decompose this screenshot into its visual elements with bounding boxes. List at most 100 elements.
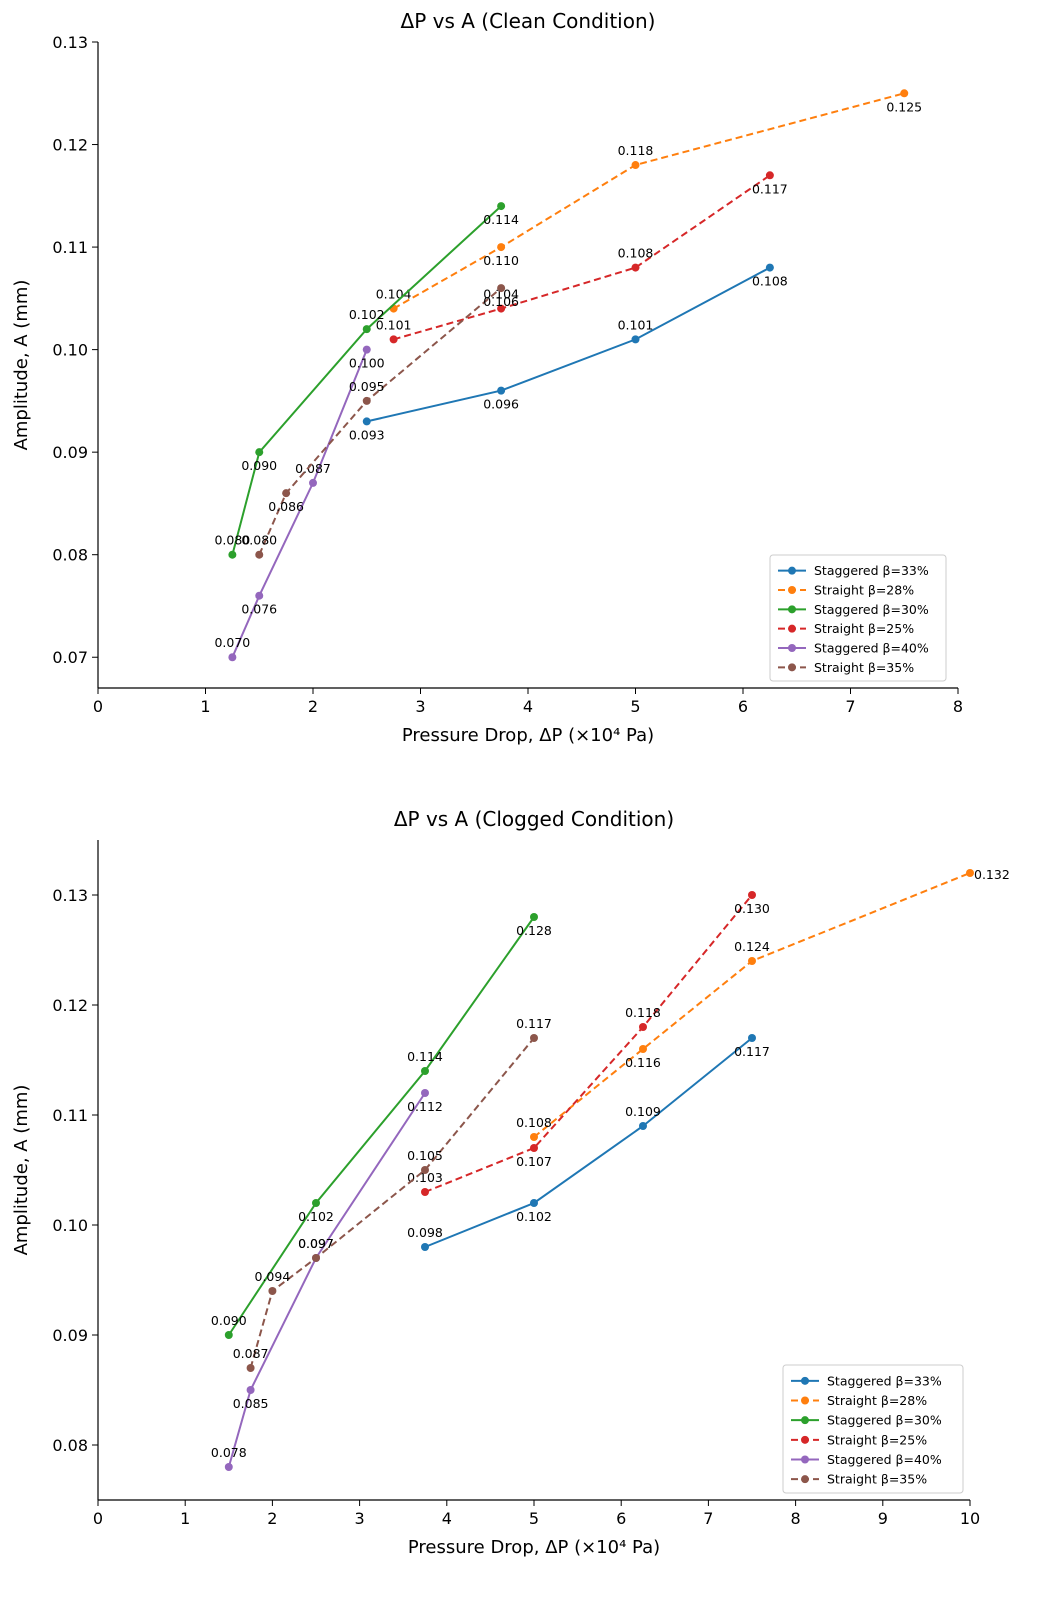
chart-2: ΔP vs A (Clogged Condition) 0 1 2 3 4 5 6 7 8 9 10 0… (11, 807, 1010, 1558)
x-axis-label: Pressure Drop, ΔP (×10⁴ Pa) (408, 1537, 660, 1558)
legend-swatch-marker (801, 1435, 809, 1444)
legend: Staggered β=33% Straight β=28% Staggered β… (769, 554, 947, 682)
legend-swatch-marker (788, 644, 796, 652)
data-point (224, 1331, 233, 1339)
data-point (246, 1364, 255, 1372)
chart-title: ΔP vs A (Clogged Condition) (394, 807, 674, 831)
data-label: 0.098 (407, 1225, 443, 1240)
data-point (748, 957, 756, 965)
series-line (393, 92, 905, 310)
data-label: 0.090 (211, 1313, 247, 1328)
x-tick-label: 2 (267, 1509, 277, 1528)
data-point (530, 1133, 538, 1141)
legend-swatch-marker (801, 1475, 809, 1484)
legend-entry: Straight β=28% (814, 583, 914, 598)
data-point (421, 1067, 429, 1075)
data-point (530, 1144, 538, 1152)
x-tick-label: 5 (630, 697, 640, 716)
data-label: 0.100 (349, 356, 385, 371)
data-label: 0.107 (516, 1154, 552, 1169)
y-axis-label: Amplitude, A (mm) (11, 280, 32, 451)
data-label: 0.116 (625, 1055, 661, 1070)
data-label: 0.132 (974, 867, 1010, 882)
data-label: 0.108 (516, 1115, 552, 1130)
data-point (900, 89, 909, 98)
series-1: 0.093 0.096 0.101 0.108 (349, 263, 788, 442)
data-label: 0.087 (233, 1346, 269, 1361)
data-label: 0.094 (255, 1269, 291, 1284)
data-label: 0.118 (625, 1005, 661, 1020)
data-point (268, 1287, 277, 1295)
legend-swatch-marker (788, 624, 796, 633)
data-point (282, 489, 291, 498)
legend-entry: Straight β=35% (814, 660, 914, 675)
legend-swatch-marker (788, 663, 796, 672)
data-label: 0.108 (618, 246, 654, 261)
legend-frame (782, 1364, 964, 1494)
y-tick-label: 0.08 (52, 1436, 88, 1455)
data-point (631, 161, 640, 170)
data-point (530, 1199, 538, 1207)
data-point (246, 1386, 255, 1394)
x-tick-label: 4 (523, 697, 533, 716)
chart-title: ΔP vs A (Clean Condition) (401, 9, 656, 33)
data-point (765, 263, 774, 272)
data-point (255, 448, 264, 457)
chart-1: ΔP vs A (Clean Condition) 0 1 2 3 4 5 6 7 8 0.07 0.… (11, 9, 963, 746)
series-3: 0.080 0.090 0.102 0.114 (214, 202, 519, 559)
data-label: 0.110 (483, 253, 519, 268)
data-point (748, 891, 756, 899)
data-label: 0.125 (886, 99, 922, 114)
data-label: 0.117 (516, 1016, 552, 1031)
data-point (362, 396, 371, 405)
series-line (533, 872, 971, 1138)
series-4: 0.103 0.107 0.118 0.130 (407, 891, 770, 1196)
x-tick-label: 10 (960, 1509, 980, 1528)
data-point (497, 202, 506, 211)
data-label: 0.106 (483, 294, 519, 309)
series-3: 0.090 0.102 0.114 0.128 (211, 913, 552, 1339)
data-label: 0.102 (516, 1209, 552, 1224)
series-line (393, 174, 771, 341)
data-point (765, 171, 774, 180)
y-tick-label: 0.07 (52, 648, 88, 667)
x-tick-label: 3 (355, 1509, 365, 1528)
data-point (639, 1045, 647, 1053)
y-tick-label: 0.11 (52, 238, 88, 257)
data-point (255, 550, 264, 559)
legend-swatch-marker (801, 1376, 809, 1385)
x-tick-label: 5 (529, 1509, 539, 1528)
x-tick-label: 2 (308, 697, 318, 716)
legend-swatch-marker (788, 605, 796, 614)
data-point (421, 1188, 429, 1196)
data-label: 0.096 (483, 397, 519, 412)
legend-entry: Straight β=28% (827, 1393, 927, 1408)
y-tick-label: 0.13 (52, 33, 88, 52)
legend-entry: Straight β=35% (827, 1472, 927, 1487)
data-label: 0.080 (214, 533, 250, 548)
legend: Staggered β=33% Straight β=28% Staggered β… (782, 1364, 964, 1494)
data-point (966, 869, 974, 877)
legend-entry: Staggered β=33% (814, 563, 929, 578)
x-tick-label: 0 (93, 1509, 103, 1528)
data-point (362, 345, 371, 354)
data-label: 0.104 (483, 287, 519, 302)
data-point (631, 335, 640, 344)
data-point (497, 304, 506, 313)
series-line (249, 1037, 535, 1369)
data-point (228, 550, 237, 559)
series-4: 0.101 0.104 0.108 0.117 (376, 171, 788, 344)
data-label: 0.093 (349, 427, 385, 442)
data-label: 0.078 (211, 1445, 247, 1460)
data-point (530, 913, 538, 921)
legend-swatch-marker (801, 1416, 809, 1425)
series-line (231, 349, 368, 658)
data-point (421, 1243, 429, 1251)
y-tick-label: 0.12 (52, 136, 88, 155)
x-tick-label: 6 (738, 697, 748, 716)
x-axis-label: Pressure Drop, ΔP (×10⁴ Pa) (402, 725, 654, 746)
series-line (366, 266, 771, 423)
series-line (231, 205, 502, 555)
x-tick-label: 4 (442, 1509, 452, 1528)
